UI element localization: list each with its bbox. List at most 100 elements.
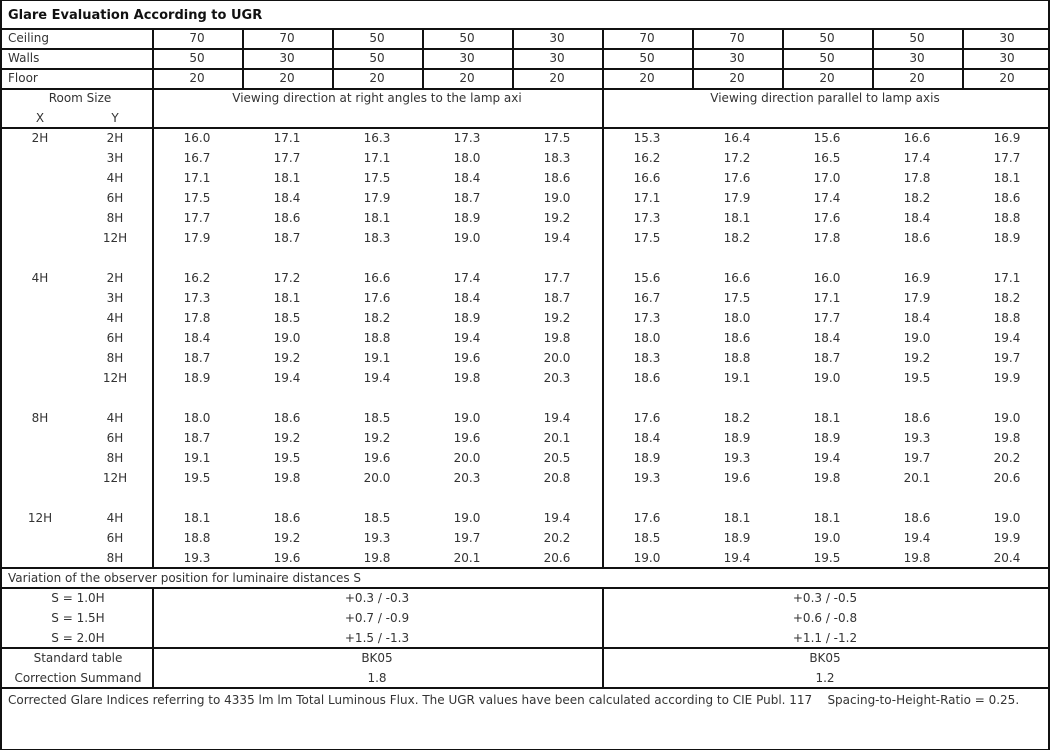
ugr-value: 17.7 (813, 311, 841, 325)
ugr-value: 17.8 (903, 171, 931, 185)
ugr-value: 19.2 (273, 351, 301, 365)
ugr-value: 16.6 (363, 271, 391, 285)
room-x-value: 8H (31, 411, 49, 425)
ugr-value: 17.1 (183, 171, 211, 185)
ugr-value: 18.9 (453, 311, 481, 325)
table-rule (2, 567, 1048, 569)
ugr-value: 18.2 (993, 291, 1021, 305)
ugr-value: 19.4 (543, 411, 571, 425)
ugr-value: 19.4 (363, 371, 391, 385)
ugr-value: 19.8 (363, 551, 391, 565)
reflectance-value: 50 (819, 31, 835, 45)
column-rule (962, 28, 964, 88)
ugr-value: 18.6 (903, 511, 931, 525)
ugr-value: 20.0 (453, 451, 481, 465)
ugr-value: 19.1 (723, 371, 751, 385)
ugr-value: 18.7 (183, 351, 211, 365)
ugr-value: 18.5 (273, 311, 301, 325)
ugr-value: 20.0 (543, 351, 571, 365)
room-y-value: 12H (102, 231, 128, 245)
ugr-value: 17.8 (183, 311, 211, 325)
ugr-value: 19.8 (453, 371, 481, 385)
ugr-value: 18.6 (543, 171, 571, 185)
ugr-value: 19.0 (813, 371, 841, 385)
room-y-value: 4H (106, 411, 124, 425)
ugr-value: 20.6 (543, 551, 571, 565)
ugr-value: 17.2 (723, 151, 751, 165)
reflectance-value: 50 (189, 51, 205, 65)
ugr-value: 18.9 (813, 431, 841, 445)
reflectance-value: 30 (279, 51, 295, 65)
room-y-value: 6H (106, 331, 124, 345)
ugr-value: 18.9 (453, 211, 481, 225)
reflectance-value: 30 (999, 31, 1015, 45)
column-rule (602, 88, 604, 568)
ugr-value: 19.7 (453, 531, 481, 545)
ugr-value: 17.4 (813, 191, 841, 205)
ugr-value: 17.1 (273, 131, 301, 145)
footer-note: Corrected Glare Indices referring to 433… (8, 693, 1020, 707)
ugr-value: 18.7 (183, 431, 211, 445)
ugr-value: 18.1 (363, 211, 391, 225)
ugr-value: 18.1 (273, 171, 301, 185)
variation-label: S = 1.5H (51, 611, 105, 625)
ugr-value: 18.7 (453, 191, 481, 205)
ugr-value: 19.0 (993, 411, 1021, 425)
ugr-value: 20.2 (993, 451, 1021, 465)
room-y-value: 8H (106, 451, 124, 465)
table-rule (2, 48, 1048, 50)
column-rule (602, 28, 604, 88)
ugr-value: 18.6 (723, 331, 751, 345)
ugr-value: 18.4 (903, 311, 931, 325)
ugr-value: 18.5 (633, 531, 661, 545)
ugr-value: 18.9 (723, 431, 751, 445)
ugr-value: 19.0 (453, 511, 481, 525)
reflectance-value: 20 (819, 71, 835, 85)
ugr-value: 18.1 (723, 511, 751, 525)
ugr-value: 16.6 (903, 131, 931, 145)
ugr-value: 18.7 (273, 231, 301, 245)
ugr-value: 17.5 (723, 291, 751, 305)
room-y-value: 4H (106, 511, 124, 525)
ugr-value: 19.9 (993, 531, 1021, 545)
direction-parallel-header: Viewing direction parallel to lamp axis (710, 91, 940, 105)
ugr-value: 16.0 (813, 271, 841, 285)
ugr-value: 18.8 (183, 531, 211, 545)
ugr-value: 17.4 (453, 271, 481, 285)
ugr-value: 19.7 (993, 351, 1021, 365)
ugr-value: 19.0 (813, 531, 841, 545)
ugr-value: 18.2 (723, 411, 751, 425)
ugr-value: 18.1 (183, 511, 211, 525)
table-rule (2, 68, 1048, 70)
ugr-value: 16.6 (633, 171, 661, 185)
room-y-value: 8H (106, 211, 124, 225)
ugr-value: 18.9 (183, 371, 211, 385)
ugr-value: 19.6 (453, 431, 481, 445)
room-y-value: 12H (102, 471, 128, 485)
correction-summand-right: 1.8 (367, 671, 387, 685)
ugr-value: 18.3 (633, 351, 661, 365)
ugr-value: 18.6 (273, 411, 301, 425)
table-rule (2, 127, 1048, 129)
ugr-value: 17.1 (813, 291, 841, 305)
ugr-value: 17.5 (363, 171, 391, 185)
ugr-value: 19.4 (813, 451, 841, 465)
column-rule (332, 28, 334, 88)
ugr-value: 17.3 (183, 291, 211, 305)
ugr-value: 15.6 (633, 271, 661, 285)
ugr-value: 19.0 (633, 551, 661, 565)
ugr-value: 18.4 (453, 171, 481, 185)
ugr-value: 18.1 (813, 511, 841, 525)
ugr-value: 17.5 (633, 231, 661, 245)
ugr-value: 20.2 (543, 531, 571, 545)
table-rule (2, 28, 1048, 30)
reflectance-value: 70 (639, 31, 655, 45)
ugr-value: 19.8 (993, 431, 1021, 445)
ugr-value: 18.8 (993, 211, 1021, 225)
ugr-value: 19.0 (903, 331, 931, 345)
ugr-value: 17.9 (363, 191, 391, 205)
ugr-value: 20.3 (543, 371, 571, 385)
ugr-value: 16.0 (183, 131, 211, 145)
ugr-value: 18.8 (993, 311, 1021, 325)
ugr-value: 19.9 (993, 371, 1021, 385)
